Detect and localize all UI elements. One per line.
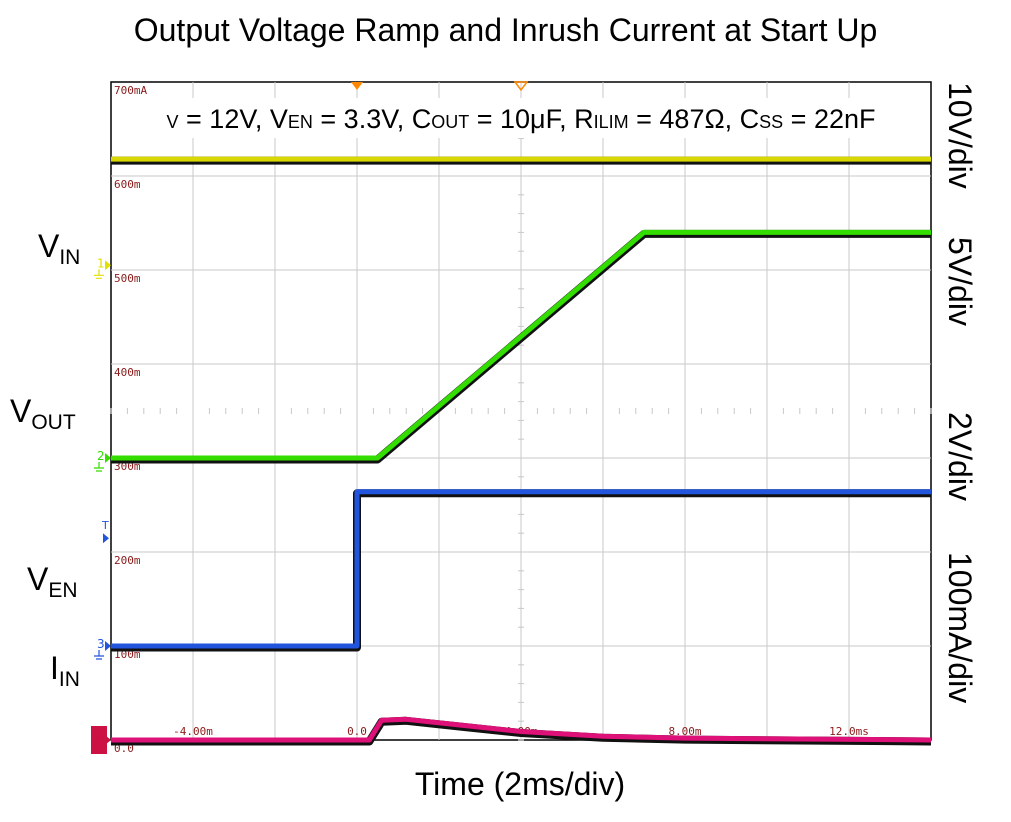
y-tick-label: 700mA [114, 84, 147, 97]
conditions-segment: = 12V, V [179, 104, 288, 134]
y-tick-label: 400m [114, 366, 141, 379]
conditions-segment: = 3.3V, C [313, 104, 431, 134]
x-tick-label: 12.0ms [829, 725, 869, 738]
trigger-level-marker: T [101, 519, 109, 532]
trace-iin [111, 716, 932, 743]
scale-label-vin: 10V/div [942, 82, 978, 189]
scale-label-vout: 5V/div [942, 237, 978, 326]
scale-label-ven: 2V/div [942, 412, 978, 501]
channel-2-arrow [105, 453, 111, 463]
conditions-text: V = 12V, VEN = 3.3V, COUT = 10μF, RILIM … [167, 104, 876, 134]
channel-label-vout: VOUT [10, 393, 76, 434]
y-tick-label: 600m [114, 178, 141, 191]
x-axis-label: Time (2ms/div) [414, 766, 626, 802]
channel-label-vin: VIN [38, 228, 81, 269]
x-tick-label: 8.00m [668, 725, 701, 738]
channel-1-marker: 1 [97, 256, 105, 270]
y-tick-label: 500m [114, 272, 141, 285]
x-tick-label: -4.00m [173, 725, 213, 738]
ground-icon [94, 744, 104, 754]
conditions-subscript: EN [288, 112, 313, 132]
channel-2-marker: 2 [97, 449, 105, 463]
y-tick-label: 200m [114, 554, 141, 567]
conditions-subscript: V [167, 112, 179, 132]
channel-3-arrow [105, 641, 111, 651]
trigger-position-marker [351, 82, 363, 90]
trace-ven [111, 489, 931, 649]
delay-marker [513, 81, 529, 92]
conditions-segment: = 10μF, R [469, 104, 593, 134]
conditions-background [117, 98, 925, 138]
channel-1-arrow [105, 260, 111, 271]
conditions-segment: = 22nF [783, 104, 875, 134]
scale-label-iin: 100mA/div [942, 552, 978, 704]
channel-4-marker [91, 726, 107, 754]
conditions-subscript: OUT [431, 112, 469, 132]
channel-label-ven: VEN [27, 561, 78, 602]
x-tick-label: 0.0 [347, 725, 367, 738]
channel-label-iin: IIN [50, 650, 80, 691]
conditions-subscript: SS [759, 112, 783, 132]
conditions-subscript: ILIM [594, 112, 629, 132]
channel-4-marker: 4 [97, 731, 105, 745]
conditions-segment: = 487Ω, C [629, 104, 760, 134]
channel-3-marker: 3 [97, 637, 105, 651]
chart-title: Output Voltage Ramp and Inrush Current a… [133, 12, 878, 48]
trigger-level-arrow [103, 533, 109, 544]
channel-4-arrow [105, 735, 111, 745]
ground-icon [94, 269, 104, 279]
trace-vout [111, 229, 931, 461]
ground-icon [94, 650, 104, 660]
ground-icon [94, 462, 104, 472]
